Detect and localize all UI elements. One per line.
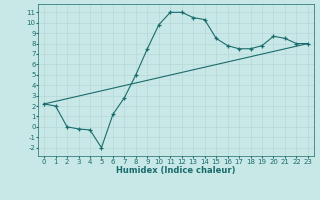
X-axis label: Humidex (Indice chaleur): Humidex (Indice chaleur)	[116, 166, 236, 175]
